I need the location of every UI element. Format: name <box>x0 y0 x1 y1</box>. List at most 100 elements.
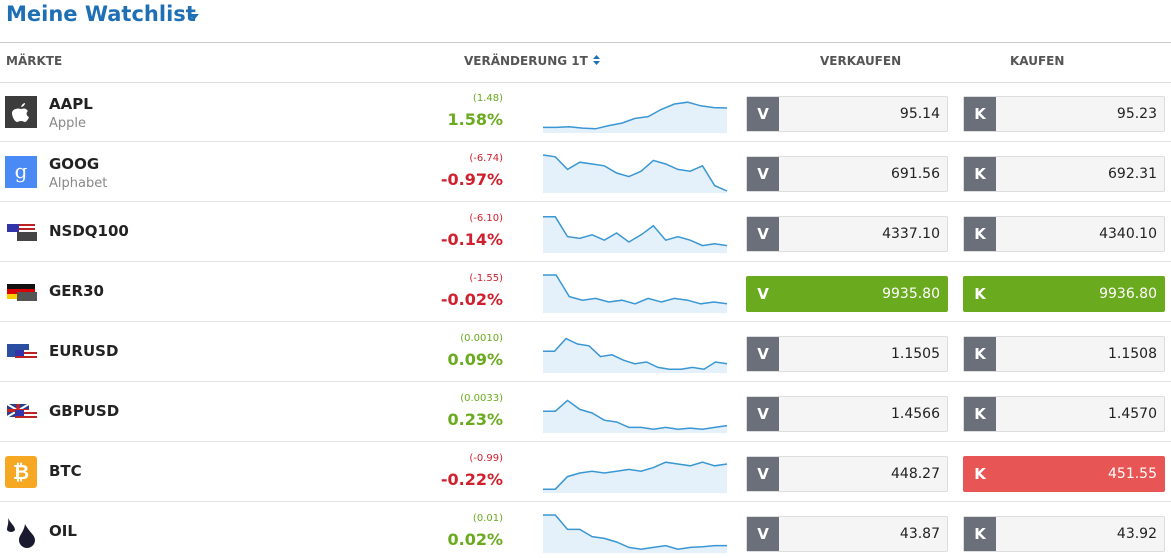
sparkline <box>543 514 727 553</box>
change-percent: 0.02% <box>447 530 503 549</box>
sell-label: V <box>747 337 779 371</box>
sell-price: 9935.80 <box>882 286 940 302</box>
sparkline <box>543 274 728 313</box>
svg-text:₿: ₿ <box>13 460 29 484</box>
change-percent: 0.23% <box>447 410 503 429</box>
sparkline-area <box>543 102 727 133</box>
buy-button[interactable]: K 95.23 <box>963 96 1165 132</box>
sell-label: V <box>747 397 779 431</box>
change-absolute: (-0.99) <box>469 453 503 464</box>
sparkline <box>543 216 728 253</box>
buy-button[interactable]: K 692.31 <box>963 156 1165 192</box>
buy-label: K <box>964 217 996 251</box>
sell-price: 4337.10 <box>882 226 940 242</box>
market-symbol: GBPUSD <box>49 402 120 420</box>
change-absolute: (-6.74) <box>469 153 503 164</box>
sparkline-area <box>543 400 727 433</box>
buy-label: K <box>964 517 996 551</box>
buy-label: K <box>964 397 996 431</box>
sell-button[interactable]: V 448.27 <box>746 456 948 492</box>
sort-icon <box>593 55 600 65</box>
market-icon: ₿ <box>5 456 37 488</box>
change-percent: -0.22% <box>440 470 503 489</box>
sparkline <box>543 461 728 493</box>
market-symbol: EURUSD <box>49 342 119 360</box>
change-percent: -0.14% <box>440 230 503 249</box>
market-row: ₿ BTC (-0.99) -0.22% V 448.27 K 451.55 <box>0 442 1171 502</box>
sell-label: V <box>747 457 779 491</box>
buy-label: K <box>974 465 986 483</box>
market-icon <box>6 403 37 422</box>
buy-button[interactable]: K 1.1508 <box>963 336 1165 372</box>
column-header: KAUFEN <box>1010 54 1065 68</box>
change-percent: 0.09% <box>447 350 503 369</box>
sell-button[interactable]: V 1.4566 <box>746 396 948 432</box>
market-icon <box>7 224 37 241</box>
buy-label: K <box>964 337 996 371</box>
sparkline-area <box>543 338 727 373</box>
sell-button[interactable]: V 9935.80 <box>746 276 948 312</box>
change-percent: -0.97% <box>440 170 503 189</box>
buy-price: 1.1508 <box>1108 346 1157 362</box>
sparkline-area <box>543 462 727 493</box>
sell-button[interactable]: V 1.1505 <box>746 336 948 372</box>
market-name: Apple <box>49 116 87 131</box>
buy-button[interactable]: K 43.92 <box>963 516 1165 552</box>
buy-button[interactable]: K 4340.10 <box>963 216 1165 252</box>
sell-label: V <box>757 285 769 303</box>
change-absolute: (1.48) <box>472 93 503 104</box>
title[interactable]: Meine Watchlist <box>6 2 196 26</box>
buy-label: K <box>964 157 996 191</box>
buy-label: K <box>964 97 996 131</box>
table-header: MÄRKTE VERÄNDERUNG 1T VERKAUFEN KAUFEN <box>0 42 1171 83</box>
market-icon <box>5 96 37 128</box>
dropdown-caret[interactable] <box>189 14 199 20</box>
market-row: GER30 (-1.55) -0.02% V 9935.80 K 9936.80 <box>0 262 1171 322</box>
buy-button[interactable]: K 9936.80 <box>963 276 1165 312</box>
sparkline <box>543 101 728 133</box>
sparkline <box>542 154 728 193</box>
change-absolute: (0.0033) <box>460 393 503 404</box>
market-symbol: AAPL <box>49 95 93 113</box>
sell-price: 1.4566 <box>891 406 940 422</box>
sell-price: 448.27 <box>891 466 940 482</box>
buy-price: 692.31 <box>1108 166 1157 182</box>
sell-label: V <box>747 97 779 131</box>
sparkline-line <box>542 154 728 192</box>
column-header-text: VERÄNDERUNG 1T <box>464 54 588 68</box>
market-icon <box>7 518 35 548</box>
buy-price: 1.4570 <box>1108 406 1157 422</box>
sparkline-line <box>543 216 728 247</box>
sell-button[interactable]: V 43.87 <box>746 516 948 552</box>
sparkline-area <box>543 275 727 313</box>
market-symbol: BTC <box>49 462 82 480</box>
change-percent: 1.58% <box>447 110 503 129</box>
market-icon <box>7 344 37 362</box>
sell-button[interactable]: V 4337.10 <box>746 216 948 252</box>
change-absolute: (-6.10) <box>469 213 503 224</box>
market-name: Alphabet <box>49 176 108 191</box>
buy-button[interactable]: K 451.55 <box>963 456 1165 492</box>
buy-label: K <box>974 285 986 303</box>
sell-button[interactable]: V 95.14 <box>746 96 948 132</box>
buy-price: 9936.80 <box>1099 286 1157 302</box>
buy-price: 4340.10 <box>1099 226 1157 242</box>
sparkline-line <box>543 514 727 550</box>
sell-button[interactable]: V 691.56 <box>746 156 948 192</box>
market-row: AAPL Apple (1.48) 1.58% V 95.14 K 95.23 <box>0 82 1171 142</box>
sparkline-line <box>543 337 728 370</box>
sparkline-line <box>543 461 728 490</box>
sell-label: V <box>747 217 779 251</box>
market-row: g GOOG Alphabet (-6.74) -0.97% V 691.56 K 692.31 <box>0 142 1171 202</box>
buy-button[interactable]: K 1.4570 <box>963 396 1165 432</box>
change-absolute: (-1.55) <box>469 273 503 284</box>
sparkline <box>543 337 728 373</box>
column-header: VERKAUFEN <box>820 54 902 68</box>
market-icon <box>7 284 37 301</box>
sell-price: 95.14 <box>899 106 940 122</box>
market-row: EURUSD (0.0010) 0.09% V 1.1505 K 1.1508 <box>0 322 1171 382</box>
column-header[interactable]: VERÄNDERUNG 1T <box>464 54 601 68</box>
sparkline-line <box>543 274 728 305</box>
change-absolute: (0.01) <box>472 513 503 524</box>
